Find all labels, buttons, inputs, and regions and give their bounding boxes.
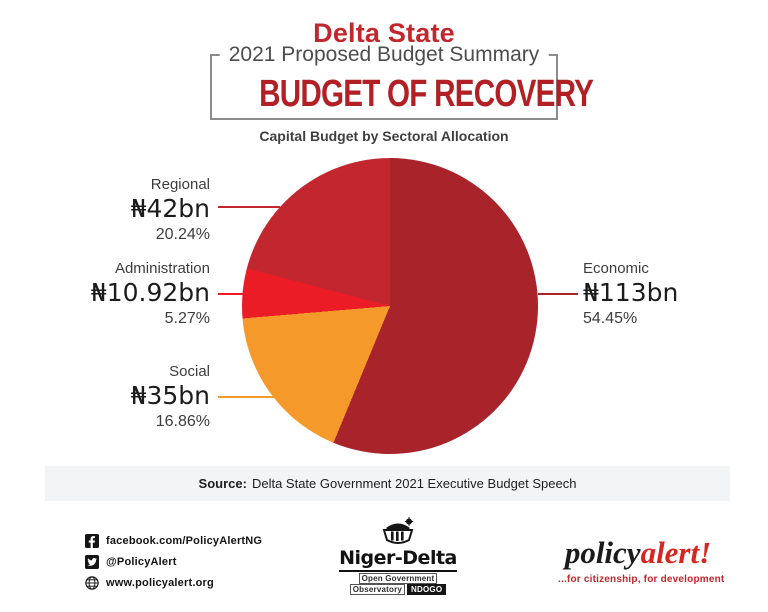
slice-name: Social — [169, 363, 210, 380]
leader-line-administration — [218, 293, 243, 295]
slice-amount: ₦35bn — [130, 381, 210, 410]
basket-pot-icon — [382, 517, 414, 544]
slice-label-administration: Administration ₦10.92bn 5.27% — [58, 260, 210, 330]
observatory-badge: NDOGO — [407, 584, 447, 595]
observatory-line2: Observatory NDOGO — [338, 584, 458, 595]
leader-line-economic — [538, 293, 578, 295]
observatory-title: Niger-Delta — [339, 547, 457, 572]
slice-name: Administration — [114, 260, 210, 277]
observatory-line1: Open Government — [338, 573, 458, 584]
source-text: Delta State Government 2021 Executive Bu… — [251, 476, 577, 491]
slice-amount: ₦42bn — [130, 194, 210, 223]
source-bar: Source: Delta State Government 2021 Exec… — [45, 466, 730, 501]
twitter-icon — [85, 554, 99, 569]
pie-chart — [242, 158, 538, 454]
slice-amount: ₦113bn — [583, 278, 679, 307]
slice-amount: ₦10.92bn — [90, 278, 210, 307]
slice-name: Economic — [583, 260, 649, 277]
leader-line-regional — [218, 206, 280, 208]
website-link-label: www.policyalert.org — [106, 576, 214, 589]
globe-icon — [85, 575, 99, 590]
slice-label-economic: Economic ₦113bn 54.45% — [583, 260, 743, 330]
chart-caption: Capital Budget by Sectoral Allocation — [259, 128, 509, 144]
niger-delta-observatory-logo: Niger-Delta Open Government Observatory N… — [338, 517, 458, 595]
policyalert-tagline: ...for citizenship, for development — [558, 574, 725, 585]
title-box: 2021 Proposed Budget Summary BUDGET OF R… — [210, 42, 594, 120]
box-heading: BUDGET OF RECOVERY — [259, 73, 594, 115]
slice-percent: 20.24% — [155, 226, 210, 243]
facebook-link-label: facebook.com/PolicyAlertNG — [106, 534, 263, 547]
slice-label-social: Social ₦35bn 16.86% — [58, 363, 210, 433]
slice-percent: 16.86% — [155, 413, 210, 430]
slice-label-regional: Regional ₦42bn 20.24% — [58, 176, 210, 246]
policyalert-logo: policyalert! ...for citizenship, for dev… — [558, 535, 725, 586]
facebook-icon — [85, 533, 99, 548]
leader-line-social — [218, 396, 274, 398]
twitter-link[interactable]: @PolicyAlert — [85, 554, 262, 569]
slice-name: Regional — [150, 176, 210, 193]
twitter-link-label: @PolicyAlert — [106, 555, 177, 568]
footer-links: facebook.com/PolicyAlertNG @PolicyAlert … — [85, 533, 262, 596]
facebook-link[interactable]: facebook.com/PolicyAlertNG — [85, 533, 262, 548]
slice-percent: 5.27% — [164, 310, 210, 327]
slice-percent: 54.45% — [583, 310, 638, 327]
box-subtitle: 2021 Proposed Budget Summary — [219, 42, 549, 68]
website-link[interactable]: www.policyalert.org — [85, 575, 262, 590]
source-prefix: Source: — [198, 476, 247, 491]
policyalert-wordmark: policyalert! — [564, 535, 712, 570]
